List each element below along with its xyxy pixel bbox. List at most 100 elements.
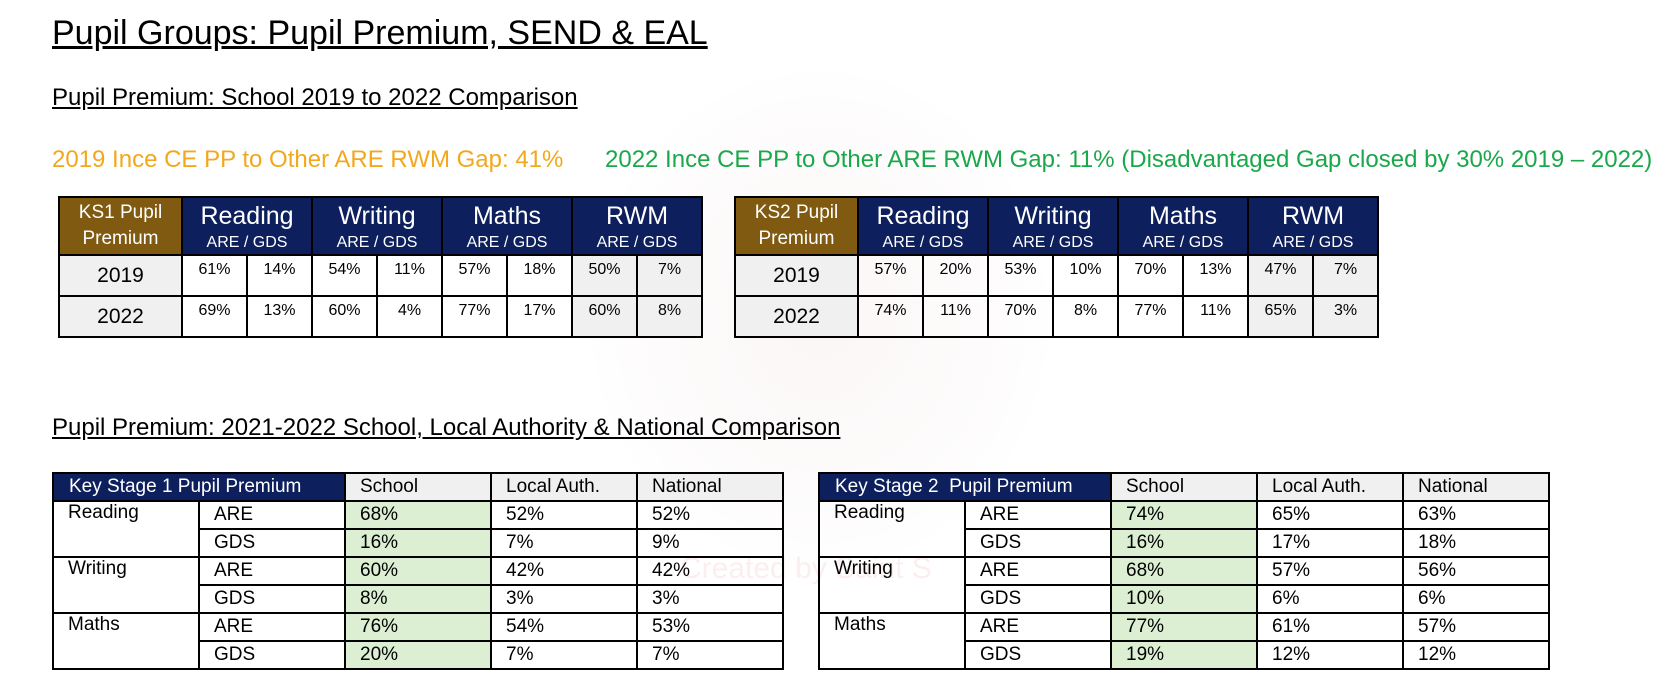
value-cell: 14% bbox=[245, 254, 314, 297]
subject-cell: Maths bbox=[818, 612, 966, 670]
national-value: 3% bbox=[636, 584, 784, 614]
table-row: Maths ARE 76% 54% 53% bbox=[52, 612, 784, 670]
measure-cell: ARE bbox=[198, 612, 346, 642]
la-value: 42% bbox=[490, 556, 638, 586]
table-row: GDS 20% 7% 7% bbox=[53, 640, 784, 670]
table-row: GDS 19% 12% 12% bbox=[819, 640, 1550, 670]
subject-subheading: ARE / GDS bbox=[1012, 234, 1094, 251]
column-header-national: National bbox=[636, 472, 784, 502]
la-value: 6% bbox=[1256, 584, 1404, 614]
table-row: Maths ARE 77% 61% 57% bbox=[818, 612, 1550, 670]
ks2-comparison-table: KS2 Pupil Premium Reading ARE / GDS Writin… bbox=[734, 196, 1380, 338]
subject-name: Maths bbox=[1148, 202, 1218, 230]
ks1-detail-title: Key Stage 1 Pupil Premium bbox=[52, 472, 346, 502]
value-cell: 7% bbox=[636, 254, 704, 297]
subject-name: Writing bbox=[338, 202, 416, 230]
ks2-detail-title: Key Stage 2 Pupil Premium bbox=[818, 472, 1112, 502]
value-cell: 8% bbox=[636, 295, 704, 338]
value-cell: 18% bbox=[506, 254, 574, 297]
national-value: 53% bbox=[636, 612, 784, 642]
ks1-subject-reading: Reading ARE / GDS bbox=[180, 196, 314, 256]
measure-cell: GDS bbox=[964, 640, 1112, 670]
ks2-detail-table: Key Stage 2 Pupil Premium School Local A… bbox=[818, 472, 1550, 670]
national-value: 12% bbox=[1402, 640, 1550, 670]
ks1-comparison-table: KS1 Pupil Premium Reading ARE / GDS Writin… bbox=[58, 196, 704, 338]
table-row: 2019 57% 20% 53% 10% 70% 13% 47% 7% bbox=[734, 254, 1380, 297]
subject-name: Maths bbox=[472, 202, 542, 230]
table-row: Writing ARE 68% 57% 56% bbox=[818, 556, 1550, 614]
year-cell: 2022 bbox=[58, 295, 183, 338]
page-title-main: Pupil Groups: bbox=[52, 14, 258, 52]
section1-heading: Pupil Premium: School 2019 to 2022 Compa… bbox=[52, 84, 578, 111]
school-value: 10% bbox=[1110, 584, 1258, 614]
school-value: 16% bbox=[344, 528, 492, 558]
national-value: 57% bbox=[1402, 612, 1550, 642]
la-value: 65% bbox=[1256, 500, 1404, 530]
national-value: 52% bbox=[636, 500, 784, 530]
la-value: 7% bbox=[490, 640, 638, 670]
value-cell: 4% bbox=[376, 295, 444, 338]
ks1-subject-writing: Writing ARE / GDS bbox=[311, 196, 444, 256]
subject-subheading: ARE / GDS bbox=[596, 234, 678, 251]
national-value: 6% bbox=[1402, 584, 1550, 614]
school-value: 76% bbox=[344, 612, 492, 642]
column-header-local-auth: Local Auth. bbox=[490, 472, 638, 502]
ks2-subject-rwm: RWM ARE / GDS bbox=[1247, 196, 1380, 256]
subject-subheading: ARE / GDS bbox=[206, 234, 288, 251]
subject-cell: Writing bbox=[52, 556, 200, 614]
table-row: GDS 16% 7% 9% bbox=[53, 528, 784, 558]
value-cell: 8% bbox=[1052, 295, 1120, 338]
ks1-corner-cell: KS1 Pupil Premium bbox=[58, 196, 183, 256]
table-row: Writing ARE 60% 42% 42% bbox=[52, 556, 784, 614]
column-header-school: School bbox=[1110, 472, 1258, 502]
measure-cell: GDS bbox=[964, 528, 1112, 558]
column-header-national: National bbox=[1402, 472, 1550, 502]
measure-cell: GDS bbox=[198, 584, 346, 614]
ks1-subject-maths: Maths ARE / GDS bbox=[441, 196, 574, 256]
value-cell: 50% bbox=[571, 254, 639, 297]
subject-name: RWM bbox=[1282, 202, 1345, 230]
school-value: 68% bbox=[1110, 556, 1258, 586]
gap-2019-text: 2019 Ince CE PP to Other ARE RWM Gap: 41… bbox=[52, 146, 564, 173]
table-row: Reading ARE 74% 65% 63% bbox=[818, 500, 1550, 558]
ks2-subject-maths: Maths ARE / GDS bbox=[1117, 196, 1250, 256]
national-value: 42% bbox=[636, 556, 784, 586]
la-value: 17% bbox=[1256, 528, 1404, 558]
column-header-school: School bbox=[344, 472, 492, 502]
subject-subheading: ARE / GDS bbox=[1272, 234, 1354, 251]
value-cell: 60% bbox=[311, 295, 379, 338]
measure-cell: ARE bbox=[198, 500, 346, 530]
ks2-corner-line2: Premium bbox=[758, 228, 835, 249]
la-value: 54% bbox=[490, 612, 638, 642]
school-value: 8% bbox=[344, 584, 492, 614]
school-value: 19% bbox=[1110, 640, 1258, 670]
table-row: 2022 69% 13% 60% 4% 77% 17% 60% 8% bbox=[58, 295, 704, 338]
measure-cell: GDS bbox=[198, 528, 346, 558]
ks1-header-row: KS1 Pupil Premium Reading ARE / GDS Writin… bbox=[58, 196, 704, 256]
value-cell: 70% bbox=[1117, 254, 1185, 297]
value-cell: 65% bbox=[1247, 295, 1315, 338]
value-cell: 57% bbox=[441, 254, 509, 297]
subject-name: Reading bbox=[200, 202, 294, 230]
national-value: 56% bbox=[1402, 556, 1550, 586]
school-value: 74% bbox=[1110, 500, 1258, 530]
table-row: GDS 10% 6% 6% bbox=[819, 584, 1550, 614]
ks2-detail-header: Key Stage 2 Pupil Premium School Local A… bbox=[818, 472, 1550, 502]
ks1-subject-rwm: RWM ARE / GDS bbox=[571, 196, 704, 256]
subject-cell: Reading bbox=[52, 500, 200, 558]
value-cell: 7% bbox=[1312, 254, 1380, 297]
table-row: 2019 61% 14% 54% 11% 57% 18% 50% 7% bbox=[58, 254, 704, 297]
column-header-local-auth: Local Auth. bbox=[1256, 472, 1404, 502]
ks1-detail-table: Key Stage 1 Pupil Premium School Local A… bbox=[52, 472, 784, 670]
la-value: 3% bbox=[490, 584, 638, 614]
measure-cell: ARE bbox=[964, 612, 1112, 642]
national-value: 63% bbox=[1402, 500, 1550, 530]
value-cell: 11% bbox=[1182, 295, 1250, 338]
gap-2022-text: 2022 Ince CE PP to Other ARE RWM Gap: 11… bbox=[605, 146, 1653, 173]
national-value: 18% bbox=[1402, 528, 1550, 558]
value-cell: 60% bbox=[571, 295, 639, 338]
school-value: 16% bbox=[1110, 528, 1258, 558]
subject-subheading: ARE / GDS bbox=[466, 234, 548, 251]
national-value: 9% bbox=[636, 528, 784, 558]
value-cell: 20% bbox=[921, 254, 990, 297]
